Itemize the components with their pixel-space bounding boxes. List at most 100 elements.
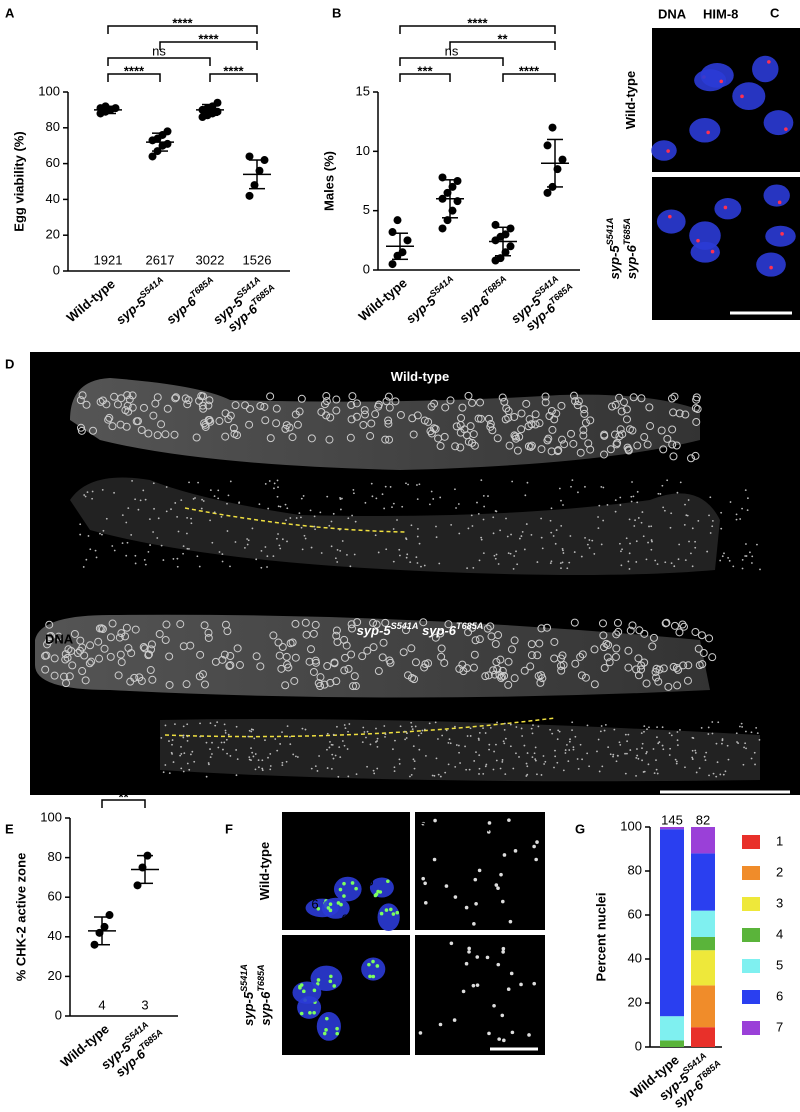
y-axis-label: Males (%) [321,151,336,211]
nucleus [330,658,339,667]
nucleus [144,650,153,659]
nucleus [41,665,50,674]
focus [248,756,251,758]
focus [525,523,528,525]
row-label-line-sup: S541A [605,218,615,246]
focus [286,725,289,728]
panel-letter: G [575,821,585,836]
significance-bracket [107,25,258,34]
focus [393,770,396,773]
focus [711,721,714,723]
focus [526,752,529,754]
focus [208,763,210,766]
nucleus [617,407,626,416]
nucleus [692,417,701,426]
focus [255,558,258,561]
focus [661,726,664,729]
focus [308,1011,312,1015]
nucleus [192,433,201,442]
focus [777,200,782,205]
y-tick-label: 100 [38,83,60,98]
focus [186,516,189,519]
focus [710,249,715,254]
focus [376,745,379,748]
focus [634,519,636,522]
focus [454,766,457,768]
focus [398,548,401,551]
focus [676,739,679,742]
focus [148,518,151,521]
focus [560,524,563,527]
nucleus [316,673,325,682]
nucleus [113,400,122,409]
focus [520,535,523,537]
focus [678,543,681,546]
focus [477,868,482,873]
focus [251,527,254,530]
nucleus [65,672,74,681]
data-point [506,224,515,233]
focus [560,499,562,502]
nucleus [507,645,516,654]
nucleus [624,646,633,655]
nucleus [384,419,393,428]
focus [567,760,570,763]
focus [435,757,438,760]
focus [746,509,749,512]
focus [735,518,738,521]
nucleus [756,252,786,277]
focus [534,759,537,762]
category-line-sup: T685A [188,275,215,300]
focus [401,505,404,508]
nucleus [137,676,146,685]
nucleus [662,618,671,627]
nucleus [205,396,214,405]
nucleus [686,454,695,463]
panel-letter: D [5,356,14,371]
focus [213,495,216,498]
focus [365,736,367,739]
nucleus [656,209,686,234]
focus [223,723,226,726]
focus [708,514,710,517]
y-axis-label: % CHK-2 active zone [13,853,28,982]
focus [744,489,747,492]
focus [312,988,317,993]
nucleus [615,393,624,402]
focus [657,492,660,495]
nucleus [326,678,335,687]
nucleus [599,631,608,640]
focus [580,555,583,558]
focus [142,489,145,492]
nucleus [419,618,428,627]
focus [707,733,710,735]
focus [389,907,393,912]
focus [202,500,205,502]
focus [636,501,639,504]
nucleus [600,450,609,459]
nucleus [349,682,358,691]
focus [192,498,195,500]
focus [684,766,686,769]
focus [745,555,748,557]
nucleus [538,674,547,683]
focus [536,561,539,563]
nucleus [155,629,164,638]
category-line: syp-6T685A [162,275,220,327]
focus [553,766,555,769]
y-tick-label: 10 [356,143,370,158]
focus [612,753,615,756]
focus [198,565,201,568]
focus [613,728,616,731]
nucleus [510,636,519,645]
focus [351,514,354,517]
focus [509,745,512,748]
focus [344,727,347,730]
focus [313,515,316,518]
focus [758,738,761,741]
legend-swatch [742,928,760,942]
focus [347,775,350,778]
focus [741,507,743,510]
focus [435,525,437,528]
nucleus [342,641,351,650]
